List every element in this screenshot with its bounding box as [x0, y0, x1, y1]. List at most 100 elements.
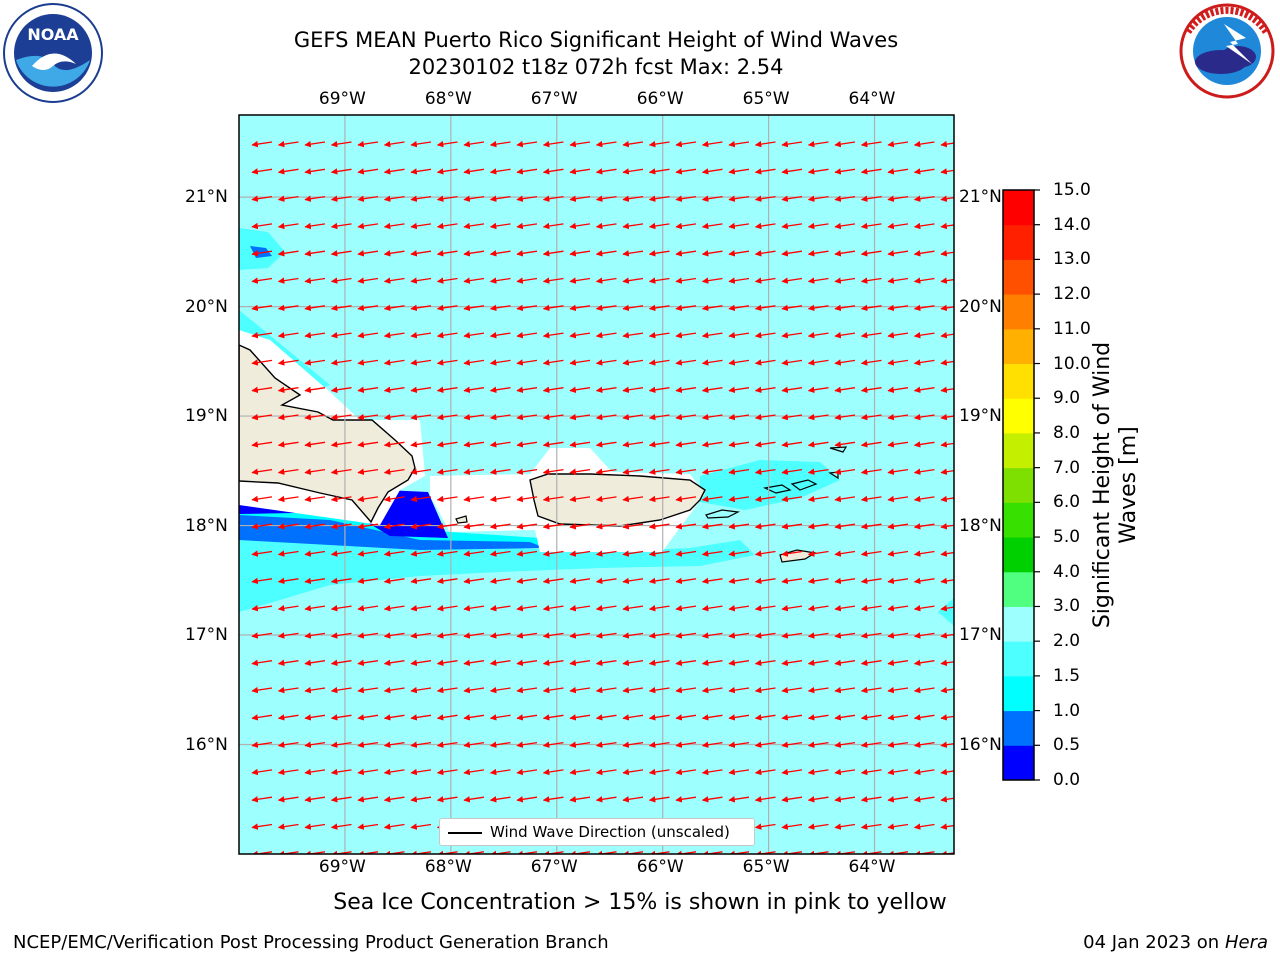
wave-direction-arrow	[436, 468, 458, 475]
wave-direction-arrow	[489, 413, 511, 421]
wave-direction-arrow	[410, 168, 432, 175]
wave-direction-arrow	[887, 605, 909, 612]
wave-direction-arrow	[277, 577, 299, 585]
colorbar-swatch	[1003, 606, 1034, 642]
wave-direction-arrow	[383, 768, 405, 776]
wave-direction-arrow	[595, 277, 617, 284]
colorbar-level-label: 10.0	[1053, 353, 1091, 374]
wave-direction-arrow	[436, 768, 458, 776]
wave-direction-arrow	[489, 768, 511, 776]
wave-direction-arrow	[834, 332, 856, 339]
wave-direction-arrow	[781, 523, 803, 530]
wave-direction-arrow	[781, 495, 803, 503]
wave-direction-arrow	[728, 168, 750, 175]
wave-direction-arrow	[463, 714, 485, 721]
wave-direction-arrow	[516, 413, 538, 421]
wave-direction-arrow	[383, 413, 405, 421]
colorbar-level-label: 8.0	[1053, 422, 1081, 443]
colorbar-level-label: 0.5	[1053, 735, 1081, 756]
wave-direction-arrow	[516, 577, 538, 585]
wave-direction-arrow	[622, 413, 644, 421]
wave-direction-arrow	[834, 577, 856, 585]
footer-date-text: 04 Jan 2023 on	[1083, 932, 1225, 953]
wave-direction-arrow	[913, 577, 935, 585]
wave-direction-arrow	[489, 659, 511, 667]
wave-direction-arrow	[860, 632, 882, 639]
wave-direction-arrow	[251, 195, 273, 202]
wave-direction-arrow	[807, 359, 829, 366]
wave-direction-arrow	[648, 796, 670, 803]
wave-direction-arrow	[542, 140, 564, 148]
wave-direction-arrow	[595, 550, 617, 557]
wave-direction-arrow	[410, 741, 432, 748]
wave-direction-arrow	[410, 577, 432, 585]
wave-direction-arrow	[436, 550, 458, 557]
wave-direction-arrow	[648, 168, 670, 175]
wave-direction-arrow	[834, 386, 856, 394]
wave-direction-arrow	[781, 441, 803, 448]
wave-direction-arrow	[569, 659, 591, 667]
wave-direction-arrow	[622, 632, 644, 639]
wave-direction-arrow	[542, 304, 564, 312]
wave-direction-arrow	[648, 250, 670, 257]
wave-direction-arrow	[357, 168, 379, 175]
wave-direction-arrow	[251, 768, 273, 776]
colorbar	[1002, 189, 1035, 781]
wave-direction-arrow	[569, 304, 591, 312]
wave-direction-arrow	[701, 632, 723, 639]
wave-direction-arrow	[516, 632, 538, 639]
wave-direction-arrow	[781, 686, 803, 694]
wave-direction-arrow	[834, 277, 856, 284]
wave-direction-arrow	[330, 195, 352, 202]
wave-direction-arrow	[622, 495, 644, 503]
wave-direction-arrow	[675, 577, 697, 585]
wave-direction-arrow	[463, 222, 485, 230]
wave-direction-arrow	[913, 413, 935, 421]
wave-direction-arrow	[754, 222, 776, 230]
wave-direction-arrow	[410, 250, 432, 257]
wave-direction-arrow	[648, 523, 670, 530]
wave-direction-arrow	[436, 523, 458, 530]
wave-direction-arrow	[940, 659, 954, 667]
wave-direction-arrow	[807, 441, 829, 448]
wave-direction-arrow	[940, 714, 954, 721]
wave-direction-arrow	[807, 277, 829, 284]
wave-direction-arrow	[569, 796, 591, 803]
wave-direction-arrow	[648, 304, 670, 312]
lon-label: 69°W	[318, 89, 366, 109]
wave-direction-arrow	[330, 304, 352, 312]
wave-direction-arrow	[277, 140, 299, 148]
lon-label: 65°W	[742, 89, 790, 109]
wave-direction-arrow	[860, 222, 882, 230]
wave-direction-arrow	[251, 550, 273, 557]
wave-direction-arrow	[754, 468, 776, 475]
wave-direction-arrow	[754, 386, 776, 394]
wave-direction-arrow	[728, 659, 750, 667]
wave-direction-arrow	[701, 250, 723, 257]
colorbar-level-label: 4.0	[1053, 561, 1081, 582]
wave-direction-arrow	[304, 359, 326, 366]
wave-direction-arrow	[251, 168, 273, 175]
wave-direction-arrow	[834, 741, 856, 748]
lon-label: 69°W	[318, 857, 366, 877]
wave-direction-arrow	[383, 686, 405, 694]
wave-direction-arrow	[330, 605, 352, 612]
wave-direction-arrow	[304, 659, 326, 667]
wave-direction-arrow	[436, 332, 458, 339]
wave-direction-arrow	[595, 140, 617, 148]
wave-direction-arrow	[940, 686, 954, 694]
colorbar-swatch	[1003, 675, 1034, 712]
wave-direction-arrow	[304, 714, 326, 721]
wave-direction-arrow	[807, 550, 829, 557]
wave-direction-arrow	[251, 714, 273, 721]
wave-direction-arrow	[542, 441, 564, 448]
wave-direction-arrow	[595, 468, 617, 475]
wave-direction-arrow	[436, 359, 458, 366]
wave-direction-arrow	[622, 250, 644, 257]
wave-direction-arrow	[701, 714, 723, 721]
wave-direction-arrow	[781, 195, 803, 202]
wave-direction-arrow	[913, 768, 935, 776]
wave-direction-arrow	[675, 195, 697, 202]
wave-direction-arrow	[277, 277, 299, 284]
wave-direction-arrow	[357, 495, 379, 503]
